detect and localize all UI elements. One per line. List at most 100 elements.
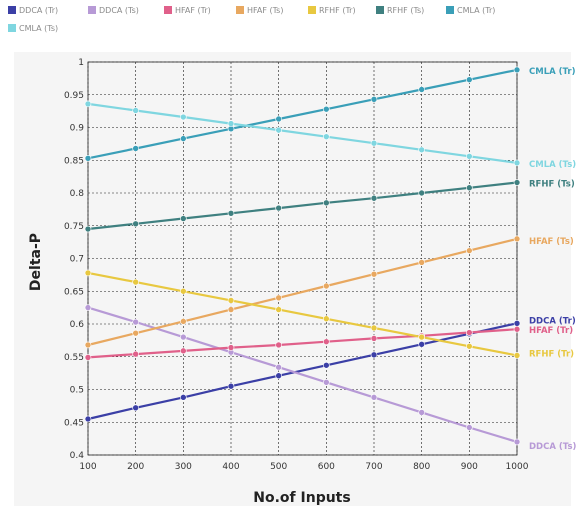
data-point	[227, 210, 235, 217]
y-tick-label: 1	[78, 58, 84, 68]
x-tick-label: 200	[127, 462, 144, 472]
legend-swatch	[164, 6, 172, 14]
data-point	[370, 335, 378, 342]
data-point	[132, 329, 139, 337]
data-point	[370, 324, 378, 332]
data-point	[513, 438, 521, 446]
y-tick-label: 0.55	[64, 353, 84, 363]
data-point	[227, 344, 235, 351]
series-line	[87, 328, 518, 359]
y-tick-label: 0.8	[70, 189, 85, 199]
data-point	[513, 66, 521, 74]
data-point	[466, 153, 473, 160]
data-point	[132, 350, 139, 358]
data-point	[466, 342, 473, 350]
y-tick-label: 0.9	[70, 124, 85, 134]
data-point	[275, 372, 282, 380]
data-point	[323, 105, 330, 113]
data-point	[180, 318, 187, 325]
series-end-label: CMLA (Ts)	[529, 160, 576, 170]
data-point	[275, 306, 282, 313]
legend-label: HFAF (Ts)	[247, 6, 283, 15]
y-tick-label: 0.7	[70, 255, 84, 265]
legend-swatch	[308, 6, 316, 14]
legend-swatch	[376, 6, 384, 14]
data-point	[275, 204, 282, 212]
data-point	[132, 107, 139, 114]
series-line	[87, 271, 518, 357]
series-group	[84, 66, 521, 446]
x-tick-label: 600	[318, 462, 335, 472]
y-tick-label: 0.85	[64, 156, 84, 166]
data-point	[418, 146, 425, 154]
data-point	[132, 404, 139, 412]
y-tick-label: 0.5	[70, 386, 84, 396]
series-end-label: DDCA (Ts)	[529, 442, 577, 452]
data-point	[370, 270, 378, 278]
series-line	[87, 306, 518, 443]
x-tick-label: 1000	[506, 462, 529, 472]
series-end-label: DDCA (Tr)	[529, 316, 576, 326]
end-labels: DDCA (Tr) DDCA (Ts) HFAF (Tr) HFAF (Ts) RFHF…	[529, 67, 577, 452]
y-tick-label: 0.65	[64, 287, 84, 297]
data-point	[180, 287, 187, 295]
data-point	[323, 338, 330, 345]
series-hfaf-ts	[84, 235, 521, 349]
legend-label: HFAF (Tr)	[175, 6, 211, 15]
data-point	[513, 235, 521, 243]
data-point	[370, 194, 378, 202]
data-point	[180, 215, 187, 222]
x-tick-label: 800	[413, 462, 430, 472]
legend-label: CMLA (Tr)	[457, 6, 495, 15]
y-tick-label: 0.6	[70, 320, 85, 330]
data-point	[180, 394, 187, 401]
series-line	[87, 68, 518, 160]
data-point	[513, 325, 521, 333]
data-point	[323, 315, 330, 323]
legend-label: CMLA (Ts)	[19, 24, 58, 33]
data-point	[418, 259, 425, 266]
series-line	[87, 181, 518, 231]
data-point	[466, 424, 473, 431]
series-end-label: RFHF (Tr)	[529, 349, 574, 359]
series-line	[87, 322, 518, 421]
data-point	[227, 382, 235, 390]
series-rfhf-ts	[84, 179, 521, 233]
data-point	[418, 86, 425, 93]
legend-label: DDCA (Ts)	[99, 6, 139, 15]
series-ddca-ts	[84, 304, 521, 446]
data-point	[180, 347, 187, 355]
data-point	[275, 294, 282, 302]
data-point	[323, 133, 330, 140]
data-point	[227, 297, 235, 304]
legend-swatch	[8, 6, 16, 14]
data-point	[513, 159, 521, 167]
data-point	[513, 179, 521, 186]
x-tick-label: 300	[175, 462, 192, 472]
series-end-label: RFHF (Ts)	[529, 180, 575, 190]
data-point	[132, 145, 139, 152]
x-tick-label: 400	[222, 462, 239, 472]
data-point	[275, 126, 282, 134]
data-point	[370, 96, 378, 103]
legend: DDCA (Tr) DDCA (Ts) HFAF (Tr) HFAF (Ts) RFHF…	[8, 6, 495, 33]
legend-swatch	[446, 6, 454, 14]
data-point	[180, 135, 187, 142]
x-tick-label: 100	[79, 462, 96, 472]
data-point	[84, 304, 92, 311]
data-point	[418, 189, 425, 197]
legend-label: DDCA (Tr)	[19, 6, 58, 15]
data-point	[84, 225, 92, 233]
data-point	[84, 100, 92, 108]
data-point	[323, 378, 330, 386]
chart-panel	[14, 52, 571, 506]
data-point	[323, 282, 330, 290]
data-point	[370, 394, 378, 401]
y-tick-label: 0.75	[64, 222, 84, 232]
data-point	[84, 415, 92, 423]
legend-label: RFHF (Ts)	[387, 6, 424, 15]
data-point	[418, 333, 425, 341]
series-line	[87, 237, 518, 347]
series-cmla-ts	[84, 100, 521, 167]
